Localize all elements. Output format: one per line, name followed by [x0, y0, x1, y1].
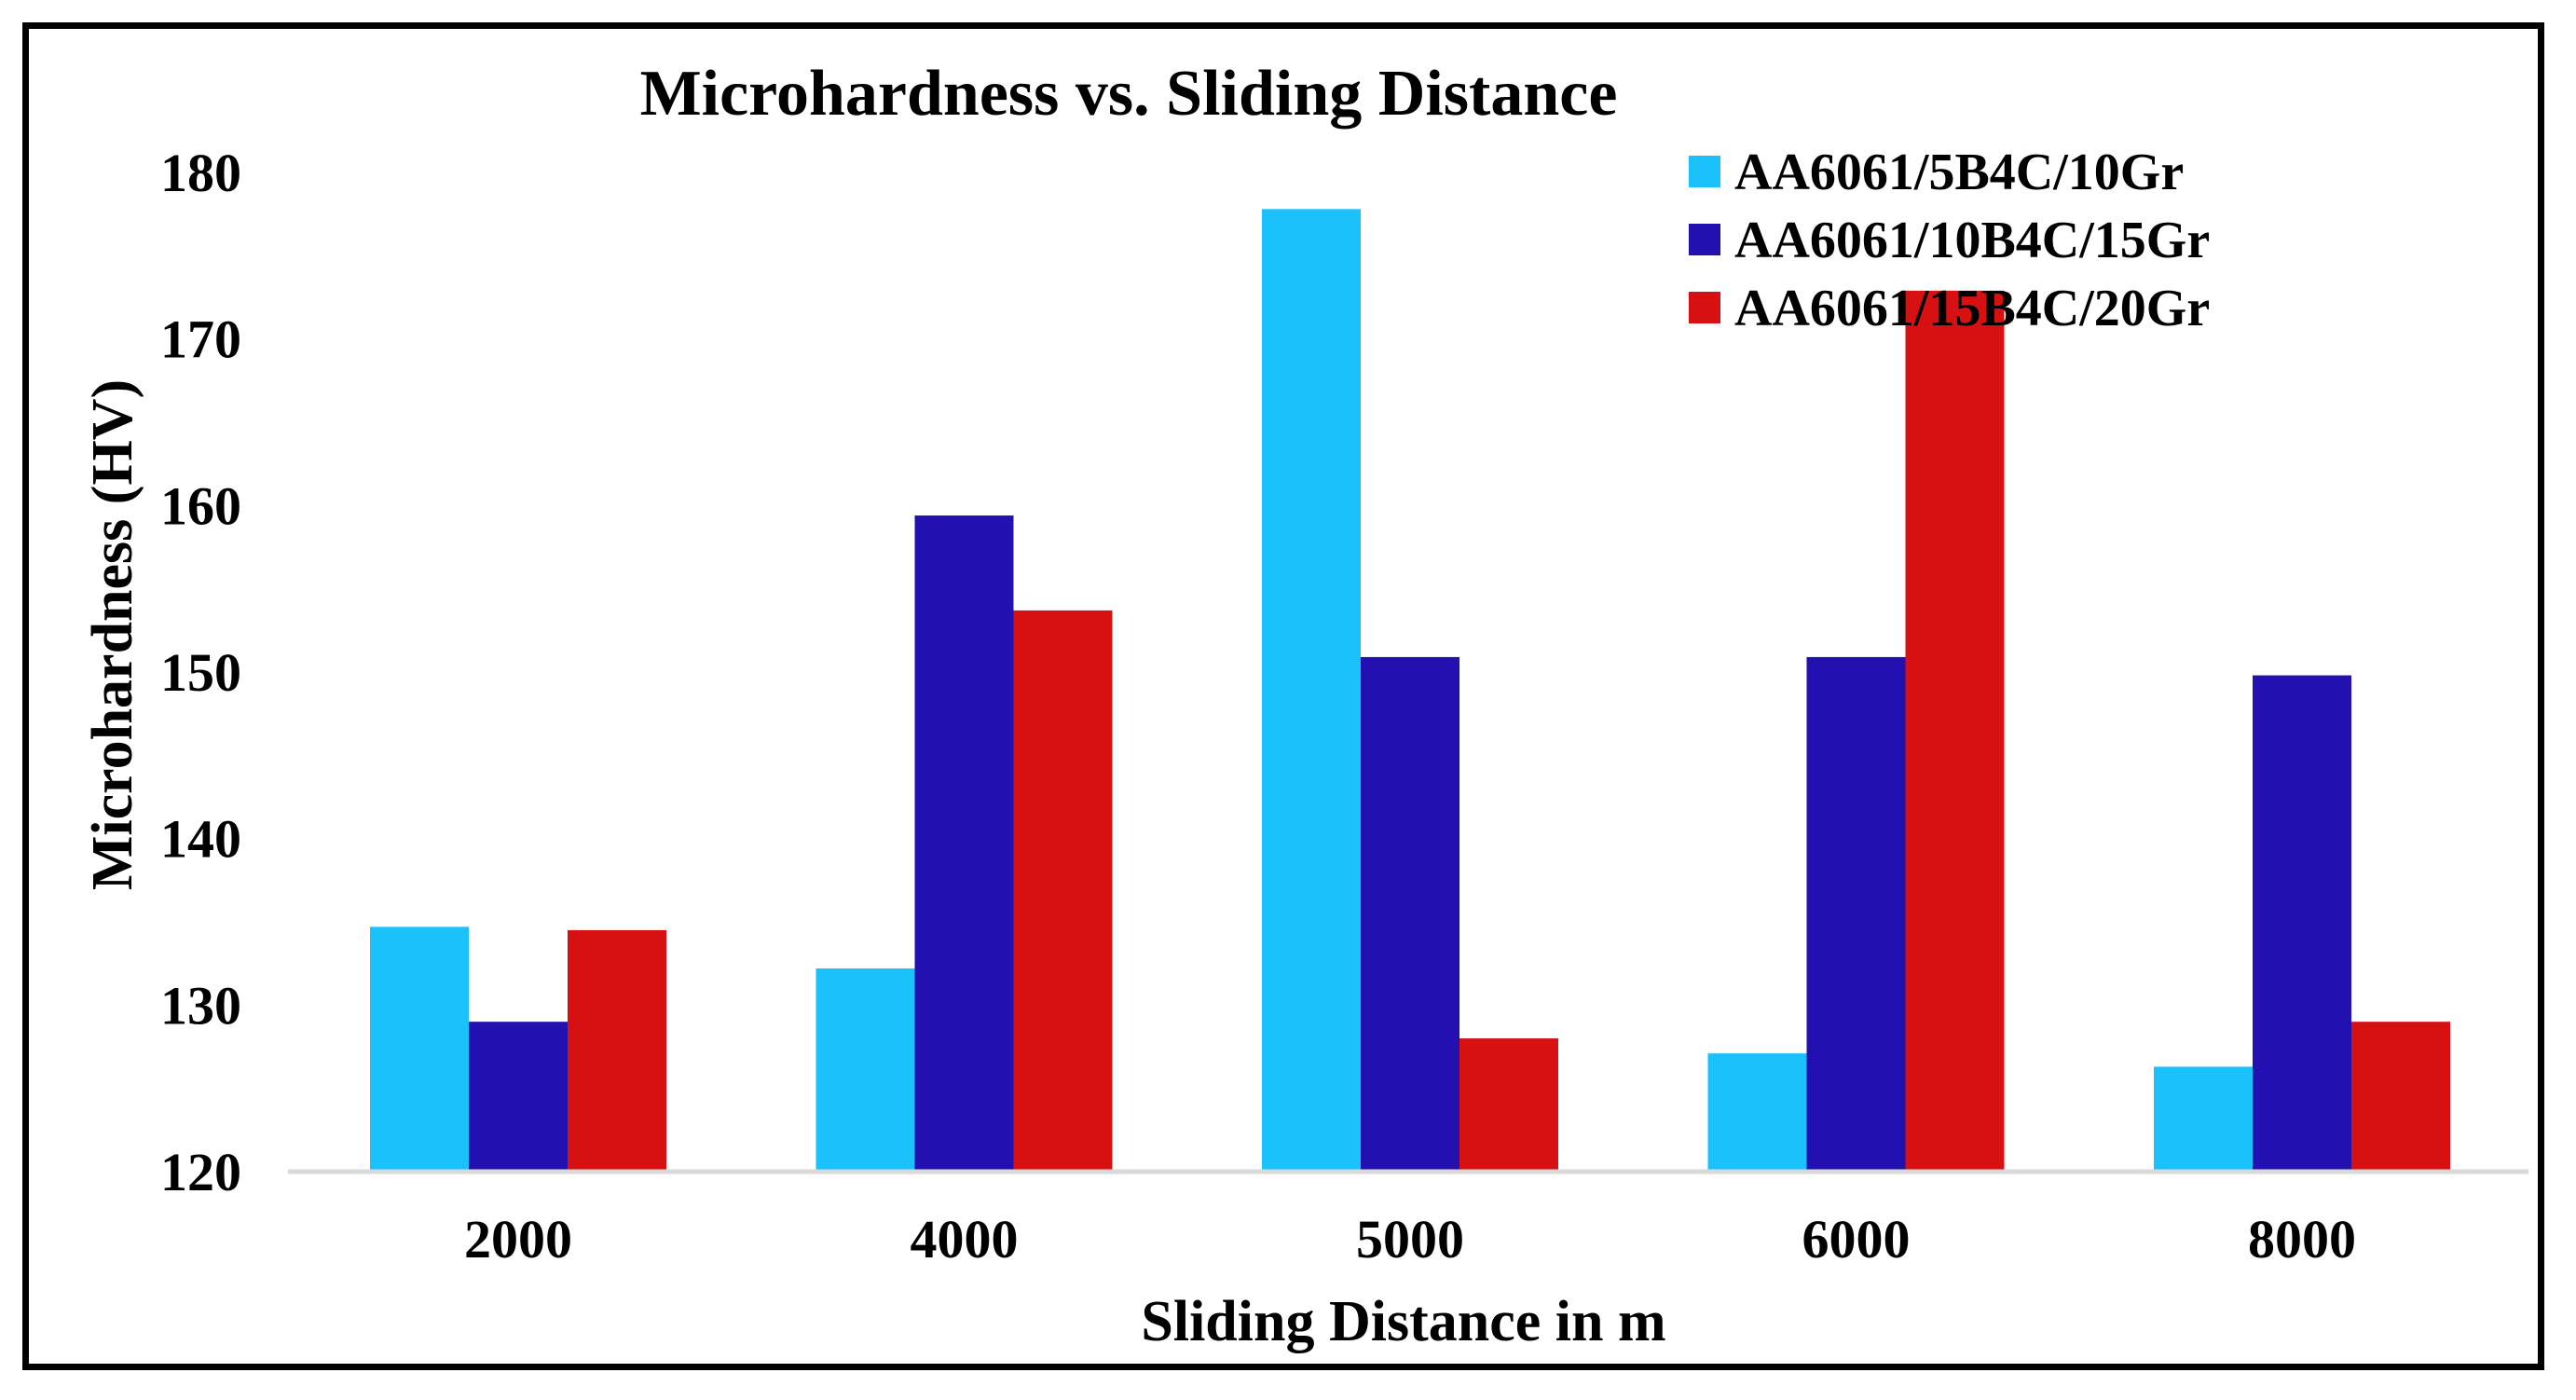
- bar-2000-series-2: [469, 1022, 568, 1172]
- y-tick-label: 150: [160, 642, 241, 703]
- bars-group: [370, 209, 2450, 1173]
- legend: AA6061/5B4C/10Gr AA6061/10B4C/15Gr AA6061/…: [1689, 144, 2210, 337]
- y-tick-label: 180: [160, 143, 241, 203]
- bar-4000-series-1: [815, 968, 915, 1172]
- y-axis-label: Microhardness (HV): [81, 379, 144, 890]
- x-axis-label: Sliding Distance in m: [1141, 1290, 1665, 1353]
- y-tick-label: 170: [160, 309, 241, 370]
- x-tick-label: 2000: [464, 1209, 572, 1270]
- legend-swatch-3: [1689, 292, 1720, 323]
- bar-chart: Microhardness vs. Sliding Distance 120 13…: [81, 58, 2528, 1353]
- legend-swatch-1: [1689, 156, 1720, 187]
- bar-4000-series-3: [1013, 610, 1113, 1172]
- bar-6000-series-1: [1707, 1053, 1807, 1172]
- bar-8000-series-3: [2351, 1022, 2450, 1172]
- x-tick-label: 8000: [2248, 1209, 2356, 1270]
- y-tick-label: 160: [160, 475, 241, 536]
- legend-label-2: AA6061/10B4C/15Gr: [1734, 212, 2210, 269]
- chart-title: Microhardness vs. Sliding Distance: [640, 58, 1618, 130]
- bar-2000-series-1: [370, 926, 469, 1172]
- y-axis-ticks: 120 130 140 150 160 170 180: [160, 143, 241, 1202]
- x-tick-label: 6000: [1802, 1209, 1911, 1270]
- legend-label-1: AA6061/5B4C/10Gr: [1734, 144, 2184, 201]
- bar-2000-series-3: [568, 929, 666, 1172]
- bar-5000-series-1: [1262, 209, 1361, 1173]
- y-tick-label: 130: [160, 975, 241, 1036]
- legend-label-3: AA6061/15B4C/20Gr: [1734, 280, 2210, 337]
- bar-8000-series-2: [2253, 675, 2351, 1172]
- y-tick-label: 140: [160, 809, 241, 870]
- x-tick-label: 5000: [1356, 1209, 1464, 1270]
- bar-4000-series-2: [914, 515, 1014, 1172]
- y-tick-label: 120: [160, 1142, 241, 1202]
- bar-6000-series-2: [1806, 656, 1906, 1172]
- legend-swatch-2: [1689, 224, 1720, 255]
- bar-6000-series-3: [1905, 290, 2005, 1172]
- chart-frame: Microhardness vs. Sliding Distance 120 13…: [22, 22, 2544, 1370]
- bar-5000-series-3: [1459, 1038, 1558, 1172]
- bar-8000-series-1: [2154, 1066, 2253, 1172]
- x-axis-ticks: 2000 4000 5000 6000 8000: [464, 1209, 2356, 1270]
- x-tick-label: 4000: [911, 1209, 1019, 1270]
- bar-5000-series-2: [1361, 656, 1459, 1172]
